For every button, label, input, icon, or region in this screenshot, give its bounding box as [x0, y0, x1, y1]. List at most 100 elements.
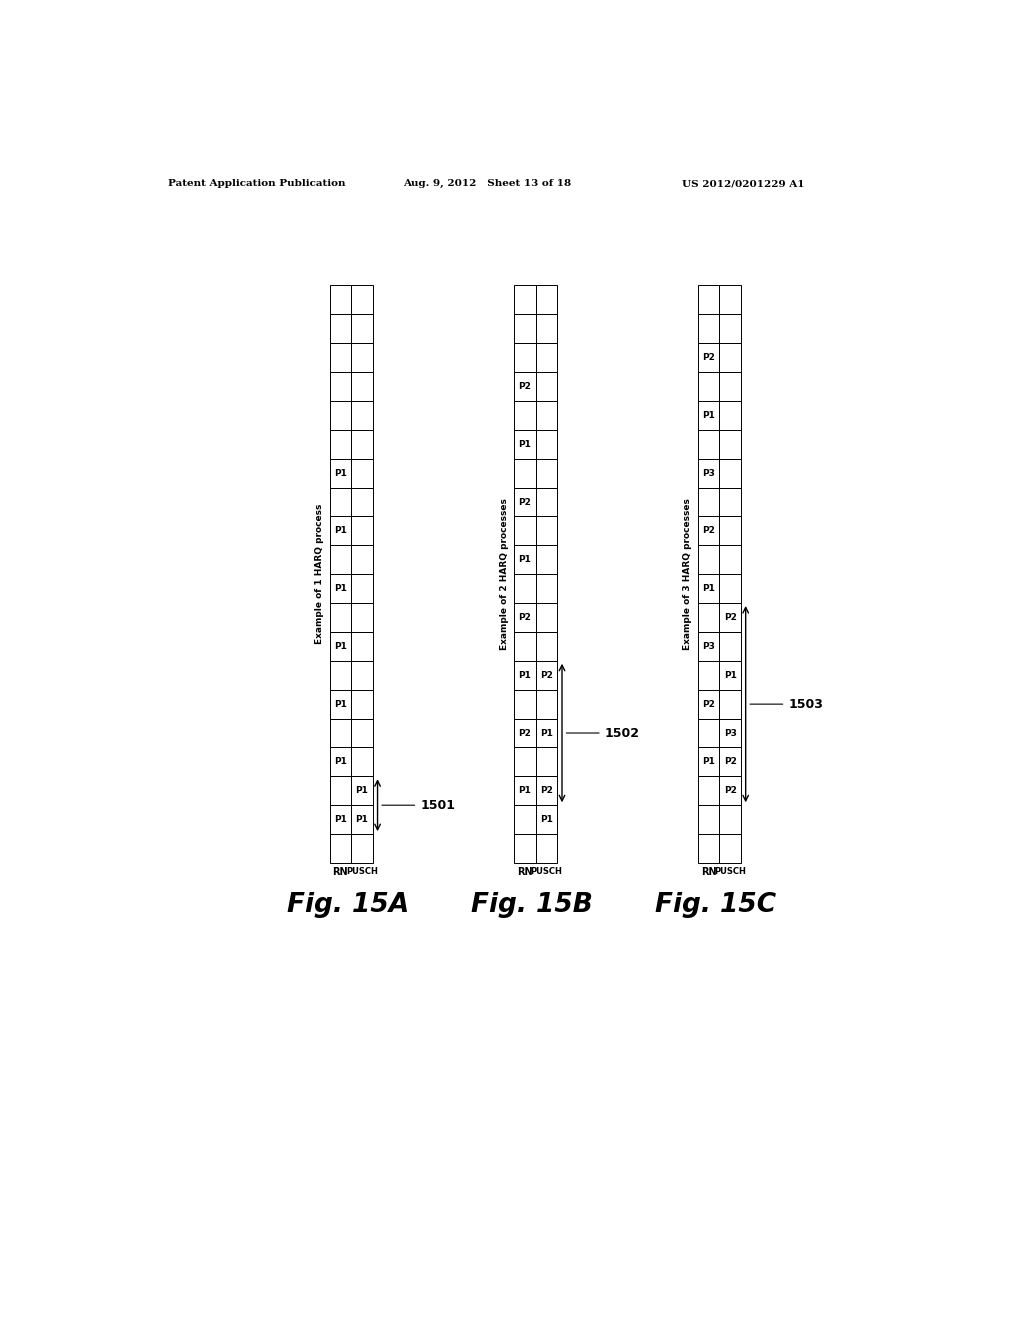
- Bar: [697, 574, 719, 603]
- Text: 1503: 1503: [750, 698, 823, 710]
- Bar: [514, 343, 536, 372]
- Bar: [351, 285, 373, 314]
- Bar: [536, 603, 557, 632]
- Bar: [351, 805, 373, 834]
- Text: P1: P1: [334, 469, 347, 478]
- Bar: [697, 689, 719, 718]
- Bar: [536, 516, 557, 545]
- Text: P3: P3: [702, 642, 715, 651]
- Text: P1: P1: [334, 527, 347, 536]
- Bar: [351, 603, 373, 632]
- Bar: [536, 661, 557, 689]
- Text: Aug. 9, 2012   Sheet 13 of 18: Aug. 9, 2012 Sheet 13 of 18: [403, 180, 571, 189]
- Bar: [514, 314, 536, 343]
- Bar: [536, 487, 557, 516]
- Bar: [330, 661, 351, 689]
- Text: P2: P2: [540, 787, 553, 795]
- Bar: [514, 747, 536, 776]
- Bar: [536, 834, 557, 863]
- Bar: [330, 632, 351, 661]
- Bar: [697, 834, 719, 863]
- Bar: [536, 372, 557, 401]
- Text: P2: P2: [702, 354, 715, 362]
- Bar: [536, 574, 557, 603]
- Bar: [697, 747, 719, 776]
- Bar: [536, 747, 557, 776]
- Bar: [330, 401, 351, 430]
- Text: P1: P1: [518, 556, 531, 564]
- Text: PUSCH: PUSCH: [346, 867, 378, 875]
- Bar: [351, 661, 373, 689]
- Text: P2: P2: [702, 527, 715, 536]
- Bar: [719, 516, 741, 545]
- Bar: [351, 632, 373, 661]
- Text: P2: P2: [518, 729, 531, 738]
- Bar: [514, 545, 536, 574]
- Bar: [330, 834, 351, 863]
- Text: P1: P1: [334, 758, 347, 767]
- Bar: [330, 603, 351, 632]
- Text: 1501: 1501: [382, 799, 456, 812]
- Bar: [514, 401, 536, 430]
- Bar: [514, 805, 536, 834]
- Bar: [719, 776, 741, 805]
- Bar: [697, 603, 719, 632]
- Bar: [697, 430, 719, 459]
- Bar: [514, 689, 536, 718]
- Text: P1: P1: [334, 816, 347, 824]
- Bar: [351, 487, 373, 516]
- Bar: [330, 285, 351, 314]
- Text: P1: P1: [334, 642, 347, 651]
- Text: Example of 1 HARQ process: Example of 1 HARQ process: [315, 504, 324, 644]
- Bar: [719, 718, 741, 747]
- Bar: [536, 343, 557, 372]
- Bar: [351, 574, 373, 603]
- Bar: [514, 603, 536, 632]
- Bar: [330, 343, 351, 372]
- Bar: [719, 401, 741, 430]
- Bar: [330, 747, 351, 776]
- Bar: [697, 401, 719, 430]
- Bar: [351, 372, 373, 401]
- Text: P1: P1: [518, 440, 531, 449]
- Bar: [719, 834, 741, 863]
- Bar: [697, 718, 719, 747]
- Text: P2: P2: [724, 758, 736, 767]
- Text: P1: P1: [702, 411, 715, 420]
- Bar: [719, 430, 741, 459]
- Bar: [351, 689, 373, 718]
- Bar: [330, 805, 351, 834]
- Bar: [536, 285, 557, 314]
- Bar: [330, 718, 351, 747]
- Bar: [719, 747, 741, 776]
- Text: PUSCH: PUSCH: [714, 867, 746, 875]
- Bar: [330, 372, 351, 401]
- Bar: [330, 689, 351, 718]
- Text: P1: P1: [702, 758, 715, 767]
- Bar: [351, 516, 373, 545]
- Text: Fig. 15C: Fig. 15C: [655, 892, 776, 919]
- Bar: [719, 487, 741, 516]
- Bar: [330, 314, 351, 343]
- Bar: [514, 718, 536, 747]
- Bar: [697, 343, 719, 372]
- Text: P2: P2: [724, 787, 736, 795]
- Bar: [697, 632, 719, 661]
- Text: Example of 2 HARQ processes: Example of 2 HARQ processes: [500, 498, 509, 651]
- Text: RN: RN: [517, 867, 532, 876]
- Bar: [351, 747, 373, 776]
- Bar: [514, 487, 536, 516]
- Bar: [351, 718, 373, 747]
- Bar: [536, 314, 557, 343]
- Bar: [697, 545, 719, 574]
- Bar: [351, 834, 373, 863]
- Text: P2: P2: [724, 612, 736, 622]
- Text: P1: P1: [540, 816, 553, 824]
- Text: P3: P3: [724, 729, 736, 738]
- Text: P1: P1: [334, 585, 347, 593]
- Text: P2: P2: [702, 700, 715, 709]
- Bar: [719, 372, 741, 401]
- Bar: [330, 430, 351, 459]
- Text: P2: P2: [518, 381, 531, 391]
- Bar: [330, 487, 351, 516]
